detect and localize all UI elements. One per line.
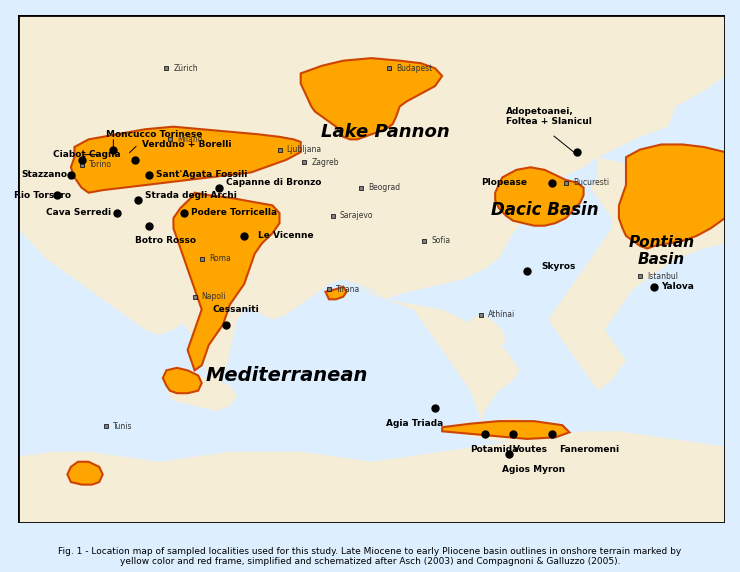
Polygon shape bbox=[127, 284, 155, 325]
Text: Verduno + Borelli: Verduno + Borelli bbox=[141, 140, 231, 149]
Polygon shape bbox=[71, 126, 300, 193]
Text: Stazzano: Stazzano bbox=[21, 170, 67, 180]
Text: Zürich: Zürich bbox=[173, 64, 198, 73]
Text: Zagreb: Zagreb bbox=[312, 158, 339, 166]
Polygon shape bbox=[442, 421, 570, 439]
Text: Agios Myron: Agios Myron bbox=[502, 465, 565, 474]
Text: Plopease: Plopease bbox=[481, 178, 527, 187]
Text: Mediterranean: Mediterranean bbox=[206, 366, 368, 385]
Text: Skyros: Skyros bbox=[541, 262, 576, 271]
Text: Strada degli Archi: Strada degli Archi bbox=[145, 190, 237, 200]
Polygon shape bbox=[326, 287, 346, 299]
Text: Agia Triada: Agia Triada bbox=[386, 419, 443, 428]
Text: Adopetoanei,
Foltea + Slanicul: Adopetoanei, Foltea + Slanicul bbox=[505, 107, 592, 126]
Polygon shape bbox=[18, 15, 725, 335]
Polygon shape bbox=[495, 167, 584, 226]
Text: Tunis: Tunis bbox=[113, 422, 133, 431]
Polygon shape bbox=[163, 368, 202, 393]
Text: Napoli: Napoli bbox=[202, 292, 226, 301]
Text: Sant'Agata Fossili: Sant'Agata Fossili bbox=[155, 170, 247, 180]
Text: Ciabot Cagna: Ciabot Cagna bbox=[53, 150, 121, 159]
Polygon shape bbox=[67, 462, 103, 484]
Polygon shape bbox=[460, 315, 505, 355]
Text: Fig. 1 - Location map of sampled localities used for this study. Late Miocene to: Fig. 1 - Location map of sampled localit… bbox=[58, 547, 682, 566]
Text: Tirana: Tirana bbox=[336, 285, 360, 293]
Text: Ljubljana: Ljubljana bbox=[286, 145, 322, 154]
Polygon shape bbox=[300, 58, 442, 140]
Text: Istanbul: Istanbul bbox=[648, 272, 679, 281]
Polygon shape bbox=[166, 375, 237, 411]
Text: Le Vicenne: Le Vicenne bbox=[258, 231, 314, 240]
Text: Lake Pannon: Lake Pannon bbox=[321, 123, 450, 141]
Text: Capanne di Bronzo: Capanne di Bronzo bbox=[226, 178, 322, 187]
Polygon shape bbox=[152, 193, 272, 396]
Text: Milano: Milano bbox=[177, 135, 202, 144]
Text: Roma: Roma bbox=[209, 254, 231, 263]
Text: Botro Rosso: Botro Rosso bbox=[135, 236, 195, 245]
Text: Dacic Basin: Dacic Basin bbox=[491, 201, 599, 220]
Polygon shape bbox=[18, 431, 725, 523]
Text: Budapest: Budapest bbox=[396, 64, 432, 73]
Polygon shape bbox=[442, 419, 570, 442]
Text: Torino: Torino bbox=[89, 160, 112, 169]
Text: Podere Torricella: Podere Torricella bbox=[191, 209, 278, 217]
Polygon shape bbox=[548, 157, 725, 391]
Text: Cava Serredi: Cava Serredi bbox=[46, 209, 111, 217]
Polygon shape bbox=[173, 193, 280, 371]
Text: Sofia: Sofia bbox=[431, 236, 451, 245]
Text: Yalova: Yalova bbox=[662, 282, 694, 291]
Text: Cessaniti: Cessaniti bbox=[212, 305, 259, 314]
Text: Moncucco Torinese: Moncucco Torinese bbox=[107, 130, 203, 139]
Text: Voutes: Voutes bbox=[513, 444, 548, 454]
Text: Potamida: Potamida bbox=[471, 444, 519, 454]
Text: Athínai: Athínai bbox=[488, 310, 515, 319]
Text: Bucuresti: Bucuresti bbox=[573, 178, 609, 187]
Text: Beograd: Beograd bbox=[368, 183, 400, 192]
Polygon shape bbox=[357, 284, 520, 421]
Text: Pontian
Basin: Pontian Basin bbox=[628, 235, 694, 267]
Text: Sarajevo: Sarajevo bbox=[340, 211, 373, 220]
Polygon shape bbox=[155, 251, 173, 274]
Text: Rio Torsero: Rio Torsero bbox=[14, 190, 71, 200]
Text: Faneromeni: Faneromeni bbox=[559, 444, 619, 454]
Polygon shape bbox=[619, 145, 725, 248]
